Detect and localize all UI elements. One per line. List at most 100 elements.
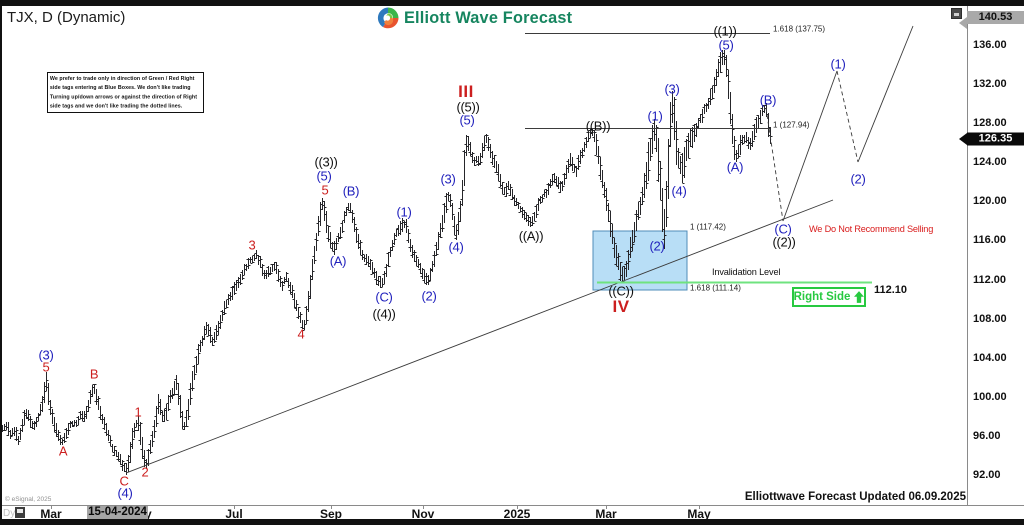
wave-label: III [458, 82, 474, 101]
wave-label: (3) [440, 171, 456, 187]
wave-label: C [119, 473, 129, 489]
trendline [125, 199, 834, 474]
wave-label: 5 [42, 359, 50, 375]
time-axis-label: Mar [40, 507, 62, 521]
no-sell-warning-text: We Do Not Recommend Selling [809, 224, 934, 234]
wave-label: A [58, 443, 68, 459]
proj-c-to-1 [782, 70, 838, 222]
proj-2-up [857, 25, 914, 163]
wave-label: (5) [316, 168, 332, 184]
trading-note-text: We prefer to trade only in direction of … [49, 74, 198, 110]
wave-label: (B) [342, 183, 360, 199]
wave-label: (B) [759, 92, 777, 108]
axis-settings-icon[interactable] [951, 8, 962, 19]
brand-title: Elliott Wave Forecast [404, 8, 573, 27]
selected-date-badge: 15-04-2024 [87, 506, 148, 519]
price-axis-tick: 136.00 [973, 38, 1007, 51]
brand-header: Elliott Wave Forecast [377, 6, 572, 30]
wave-label: (4) [671, 183, 687, 199]
wave-label: 3 [248, 237, 256, 253]
price-axis-tick: 96.00 [973, 429, 1001, 442]
price-axis-tick: 104.00 [973, 351, 1007, 364]
price-axis-tick: 120.00 [973, 195, 1007, 208]
fib-level-label: 1 (117.42) [690, 222, 726, 232]
axis-mode-label: Dyn [3, 508, 21, 519]
wave-label: (3) [664, 81, 680, 97]
fib-level-label: 1.618 (137.75) [773, 24, 826, 34]
wave-label: ((B)) [585, 118, 611, 134]
time-axis-label: Jul [225, 507, 243, 521]
left-border-bar [0, 0, 2, 525]
time-axis-line [0, 505, 1024, 506]
fib-level-label: 1 (127.94) [773, 120, 810, 130]
proj-1-to-2 [836, 70, 859, 163]
price-axis-line [967, 6, 968, 506]
wave-label: 5 [321, 182, 329, 198]
proj-b-to-c [765, 107, 784, 222]
price-axis-tick: 100.00 [973, 390, 1007, 403]
blue-box[interactable] [592, 230, 688, 291]
price-axis-tick: 128.00 [973, 117, 1007, 130]
bottom-border-bar [0, 519, 1024, 525]
wave-label: ((4)) [372, 306, 396, 322]
wave-label: (5) [459, 112, 475, 128]
wave-label: 1 [134, 404, 142, 420]
wave-label: (1) [647, 108, 663, 124]
price-axis-tick: 108.00 [973, 312, 1007, 325]
brand-logo-icon [377, 7, 399, 29]
wave-label: (C) [375, 289, 393, 305]
time-axis-label: Nov [411, 507, 435, 521]
wave-label: (2) [649, 238, 665, 254]
price-axis[interactable]: 136.00 132.00 128.00 124.00 120.00 116.00 112.… [967, 6, 1024, 505]
wave-label: ((A)) [518, 228, 544, 244]
axis-mode-icon[interactable] [15, 507, 25, 518]
time-axis-label: Sep [319, 507, 343, 521]
right-side-label: Right Side [793, 291, 851, 303]
top-border-bar [0, 0, 1024, 6]
wave-label: (2) [421, 288, 437, 304]
updated-text: Elliottwave Forecast Updated 06.09.2025 [744, 491, 966, 503]
wave-label: (2) [850, 171, 866, 187]
wave-label: 2 [141, 464, 149, 480]
wave-label: ((C)) [608, 283, 634, 299]
wave-label: (3) [38, 347, 54, 363]
wave-label: ((5)) [456, 99, 480, 115]
high-price-value: 140.53 [967, 11, 1024, 24]
time-axis-label: May [687, 507, 711, 521]
time-axis-label: 2025 [503, 507, 531, 521]
wave-label: ((2)) [772, 234, 796, 250]
high-badge-arrow [959, 16, 967, 29]
price-bars[interactable] [0, 50, 773, 475]
wave-label: (1) [396, 204, 412, 220]
high-price-badge: 140.53 [959, 11, 1024, 29]
invalidation-price-value: 112.10 [874, 284, 908, 296]
price-axis-tick: 132.00 [973, 78, 1007, 91]
copyright-text: © eSignal, 2025 [5, 496, 52, 503]
up-arrow-icon [854, 291, 865, 303]
wave-label: (A) [329, 253, 347, 269]
price-axis-tick: 92.00 [973, 468, 1001, 481]
price-axis-tick: 124.00 [973, 156, 1007, 169]
wave-label: B [89, 366, 99, 382]
trading-note-box: We prefer to trade only in direction of … [47, 72, 204, 113]
time-axis-label: Mar [595, 507, 617, 521]
wave-label: (4) [448, 239, 464, 255]
wave-label: ((1)) [713, 23, 737, 39]
right-side-badge: Right Side [792, 287, 866, 307]
wave-label: (C) [774, 221, 792, 237]
invalidation-level-label: Invalidation Level [712, 267, 781, 277]
wave-label: (5) [718, 37, 734, 53]
current-price-value: 126.35 [967, 132, 1024, 146]
wave-label: (4) [117, 485, 133, 501]
wave-label: IV [612, 297, 630, 316]
price-axis-tick: 116.00 [973, 234, 1007, 247]
wave-label: (A) [726, 159, 744, 175]
current-badge-arrow [959, 132, 967, 145]
symbol-title: TJX, D (Dynamic) [7, 9, 126, 26]
fib-level-label: 1.618 (111.14) [690, 283, 741, 293]
wave-label: ((3)) [314, 154, 338, 170]
wave-label: 4 [297, 326, 305, 342]
price-axis-tick: 112.00 [973, 273, 1007, 286]
